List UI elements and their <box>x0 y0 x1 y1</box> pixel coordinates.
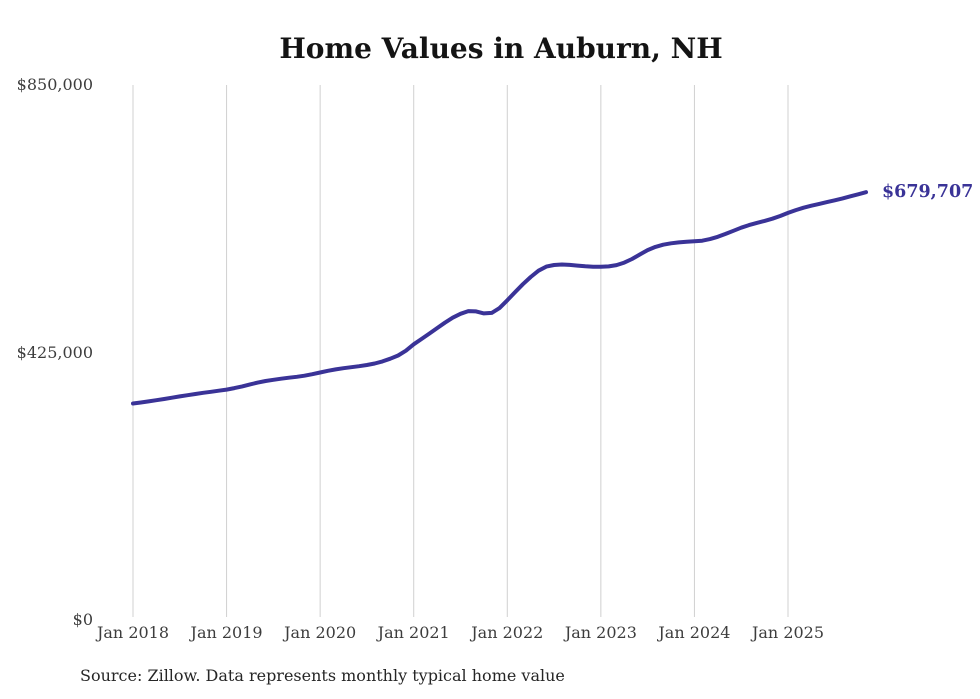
x-tick-label: Jan 2025 <box>751 623 825 642</box>
x-tick-label: Jan 2022 <box>471 623 544 642</box>
y-tick-label: $425,000 <box>16 342 93 362</box>
home-value-line <box>131 190 868 406</box>
chart-title: Home Values in Auburn, NH <box>279 32 723 65</box>
y-tick-label: $850,000 <box>16 75 93 94</box>
x-tick-label: Jan 2021 <box>377 623 450 642</box>
y-tick-label: $0 <box>72 610 93 629</box>
x-tick-label: Jan 2020 <box>284 623 357 642</box>
x-tick-label: Jan 2019 <box>190 623 263 642</box>
source-note: Source: Zillow. Data represents monthly … <box>80 666 565 685</box>
x-tick-label: Jan 2023 <box>564 623 637 642</box>
x-tick-label: Jan 2018 <box>96 623 170 642</box>
x-tick-label: Jan 2024 <box>658 623 731 642</box>
latest-value-label: $679,707 <box>881 182 974 203</box>
